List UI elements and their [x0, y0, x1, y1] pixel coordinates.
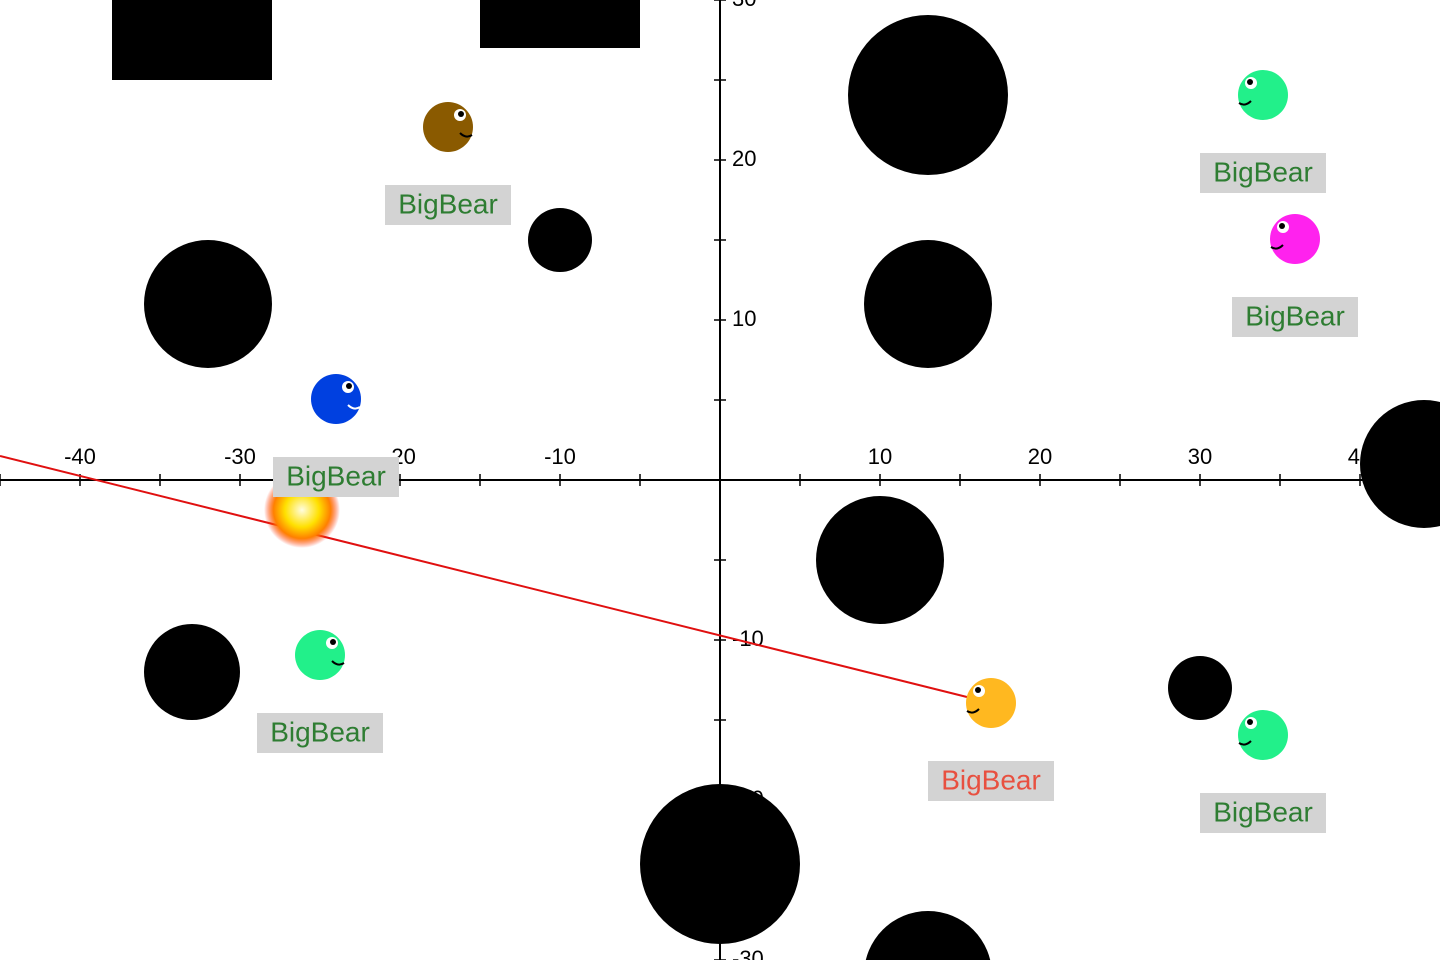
player-body: [966, 678, 1016, 728]
y-tick-label: 10: [732, 306, 756, 331]
obstacle: [112, 0, 272, 80]
player-pupil: [346, 383, 352, 389]
obstacle: [848, 15, 1008, 175]
obstacle: [1360, 400, 1440, 528]
player-pupil: [458, 111, 464, 117]
player-body: [423, 102, 473, 152]
player-body: [1238, 70, 1288, 120]
player-pupil: [1279, 223, 1285, 229]
y-tick-label: -30: [732, 946, 764, 960]
player-name: BigBear: [1213, 796, 1313, 827]
y-tick-label: 30: [732, 0, 756, 11]
obstacle: [144, 624, 240, 720]
player-mouth: [347, 404, 361, 410]
name-box: [1232, 297, 1358, 337]
player-pupil: [330, 639, 336, 645]
x-tick-label: -10: [544, 444, 576, 469]
obstacle: [864, 240, 992, 368]
name-box: [1200, 793, 1326, 833]
name-box: [385, 185, 511, 225]
x-tick-label: -40: [64, 444, 96, 469]
player: BigBear: [1232, 214, 1358, 337]
players: BigBear BigBear BigBear BigBear BigBear BigBe…: [257, 70, 1358, 833]
player: BigBear: [1200, 70, 1326, 193]
x-tick-label: 10: [868, 444, 892, 469]
player-mouth: [966, 708, 980, 714]
player-mouth: [1270, 244, 1284, 250]
obstacle: [640, 784, 800, 944]
player-body: [1270, 214, 1320, 264]
player-mouth: [1238, 740, 1252, 746]
obstacle: [528, 208, 592, 272]
player-pupil: [975, 687, 981, 693]
shot-trajectory: [0, 455, 992, 704]
player-body: [311, 374, 361, 424]
player: BigBear: [257, 630, 383, 753]
player-name: BigBear: [286, 460, 386, 491]
name-box: [257, 713, 383, 753]
x-tick-label: -30: [224, 444, 256, 469]
player-body: [295, 630, 345, 680]
player-name: BigBear: [398, 188, 498, 219]
player-name: BigBear: [1213, 156, 1313, 187]
y-tick-label: 20: [732, 146, 756, 171]
name-box: [928, 761, 1054, 801]
player: BigBear: [273, 374, 399, 497]
player-name: BigBear: [941, 764, 1041, 795]
player: BigBear: [385, 102, 511, 225]
x-tick-label: 30: [1188, 444, 1212, 469]
obstacle: [865, 911, 991, 960]
player-pupil: [1247, 79, 1253, 85]
player-body: [1238, 710, 1288, 760]
obstacles: [112, 0, 1440, 960]
player-name: BigBear: [1245, 300, 1345, 331]
name-box: [1200, 153, 1326, 193]
player-mouth: [1238, 100, 1252, 106]
obstacle: [144, 240, 272, 368]
y-tick-label: -10: [732, 626, 764, 651]
player-name: BigBear: [270, 716, 370, 747]
player-mouth: [331, 660, 345, 666]
name-box: [273, 457, 399, 497]
player: BigBear: [1200, 710, 1326, 833]
player: BigBear: [928, 678, 1054, 801]
obstacle: [480, 0, 640, 48]
player-mouth: [459, 132, 473, 138]
obstacle: [1168, 656, 1232, 720]
player-pupil: [1247, 719, 1253, 725]
x-tick-label: 20: [1028, 444, 1052, 469]
obstacle: [816, 496, 944, 624]
